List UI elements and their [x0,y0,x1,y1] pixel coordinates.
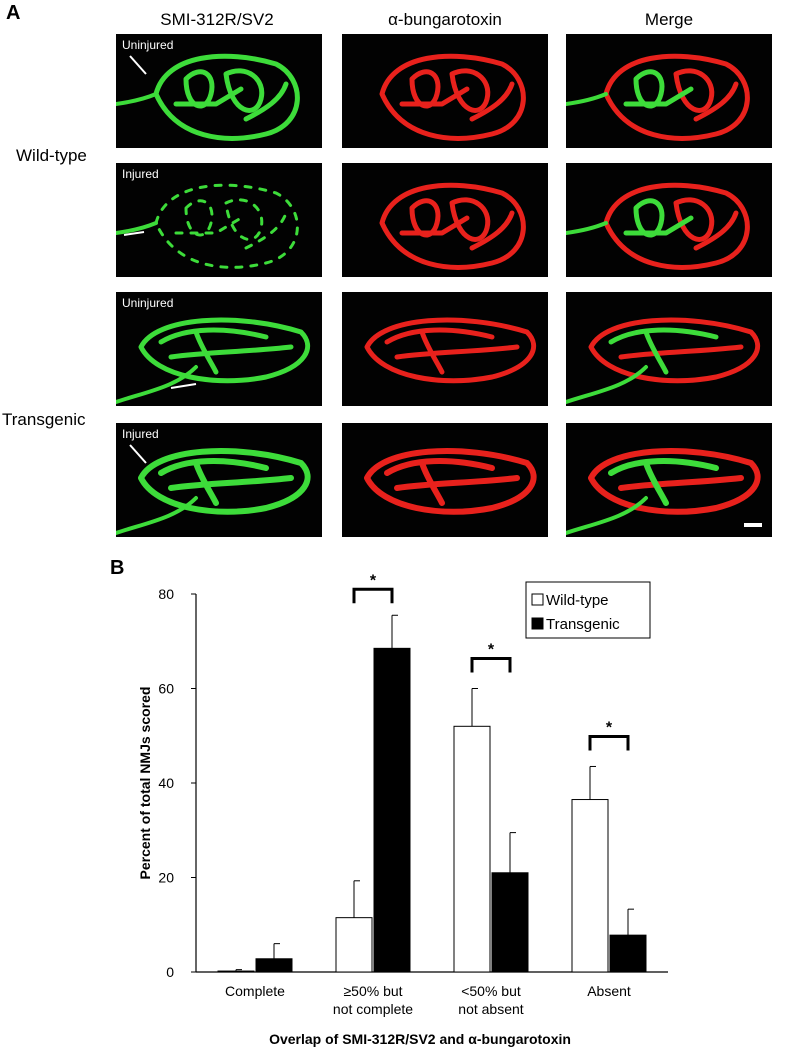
significance-star: * [370,572,377,589]
micrograph-merge-1 [566,163,772,277]
condition-label: Uninjured [122,296,174,310]
significance-star: * [606,719,613,736]
nmj-structure [566,182,750,270]
micrograph-green-0: Uninjured [116,34,322,148]
arrow-icon [123,231,145,236]
x-tick-label: Complete [225,983,285,999]
arrow-icon [129,444,147,464]
bar-wild-type-1 [335,917,373,973]
micrograph-red-2 [342,292,548,406]
nmj-structure [379,182,526,270]
column-header-merge: Merge [644,10,694,29]
bar-wild-type-0 [217,970,255,973]
micrograph-green-3: Injured [116,423,322,537]
significance-bracket [470,657,512,673]
micrograph-red-0 [342,34,548,148]
bar-wild-type-2 [453,725,491,973]
column-header-bungarotoxin: α-bungarotoxin [388,10,502,29]
chart-legend: Wild-type Transgenic [525,581,651,639]
condition-label: Injured [122,167,159,181]
micrograph-merge-3 [566,423,772,537]
legend-box [525,581,651,639]
y-axis-title: Percent of total NMJs scored [137,687,153,880]
x-tick-label: <50% but not absent [458,983,523,1017]
nmj-structure [566,448,761,535]
micrograph-merge-2 [566,292,772,406]
significance-star: * [488,642,495,659]
row-label-wild-type: Wild-type [16,146,87,165]
y-tick-label: 60 [158,681,174,697]
micrograph-red-1 [342,163,548,277]
significance-bracket [352,587,394,604]
micrograph-green-2: Uninjured [116,292,322,406]
y-tick-label: 80 [158,586,174,602]
micrograph-red-3 [342,423,548,537]
chart-labels: 0 20 40 60 80 Percent of total NMJs scored Ove… [137,572,631,1047]
legend-swatch-transgenic [531,617,544,630]
nmj-structure [116,317,311,404]
nmj-structure [379,53,526,141]
x-axis-title: Overlap of SMI-312R/SV2 and α-bungarotox… [269,1031,571,1047]
scale-bar [744,523,762,527]
nmj-structure [364,448,537,515]
nmj-structure [116,53,300,141]
bar-wild-type-3 [571,799,609,973]
nmj-structure [116,183,299,269]
row-label-transgenic: Transgenic [2,410,86,429]
legend-label-wild-type: Wild-type [546,592,609,609]
bar-transgenic-3 [609,934,647,973]
y-tick-label: 0 [166,964,174,980]
panel-b-letter: B [110,557,125,579]
y-tick-label: 40 [158,775,174,791]
nmj-structure [364,317,537,384]
nmj-structure [116,448,311,535]
x-tick-label: Absent [587,983,631,999]
panel-a-letter: A [6,2,21,24]
legend-swatch-wild-type [531,593,544,606]
bar-chart: 0 20 40 60 80 Percent of total NMJs scored Ove… [137,572,668,1047]
nmj-structure [566,53,750,141]
x-tick-label: ≥50% but not complete [333,983,413,1017]
chart-bars [217,587,647,973]
micrograph-green-1: Injured [116,163,322,277]
legend-label-transgenic: Transgenic [546,616,620,633]
bar-transgenic-2 [491,872,529,973]
micrograph-merge-0 [566,34,772,148]
y-tick-label: 20 [158,870,174,886]
nmj-structure [566,317,761,404]
significance-bracket [588,734,630,751]
bar-transgenic-1 [373,647,411,973]
arrow-icon [170,383,197,389]
condition-label: Uninjured [122,38,174,52]
bar-transgenic-0 [255,958,293,973]
condition-label: Injured [122,427,159,441]
column-header-smi: SMI-312R/SV2 [160,10,274,29]
arrow-icon [129,55,147,75]
